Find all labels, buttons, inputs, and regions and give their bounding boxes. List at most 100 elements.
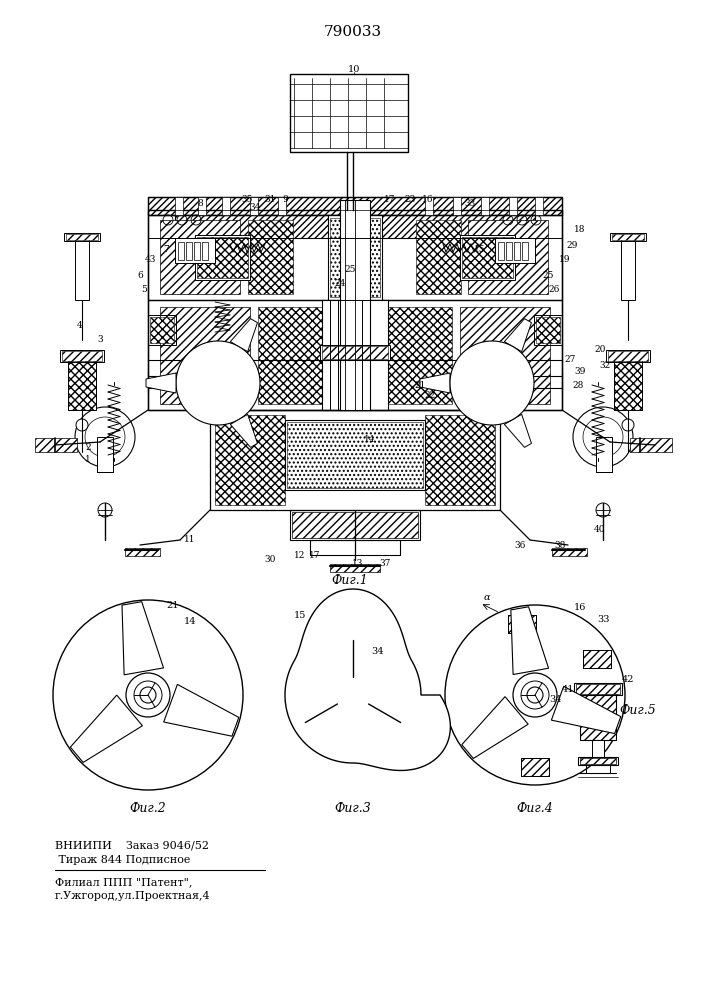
Bar — [592, 740, 604, 760]
Bar — [468, 220, 548, 294]
Bar — [330, 564, 380, 572]
Polygon shape — [70, 695, 143, 762]
Text: 34: 34 — [372, 648, 384, 656]
Bar — [175, 215, 535, 238]
Bar — [148, 197, 562, 215]
Text: ВНИИПИ    Заказ 9046/52: ВНИИПИ Заказ 9046/52 — [55, 840, 209, 850]
Text: 33: 33 — [597, 615, 609, 624]
Bar — [387, 307, 452, 404]
Bar — [453, 197, 461, 215]
Text: Фиг.2: Фиг.2 — [129, 802, 166, 814]
Bar — [148, 197, 562, 215]
Text: 8: 8 — [197, 200, 203, 209]
Text: 31: 31 — [264, 194, 276, 204]
Bar — [508, 615, 537, 633]
Circle shape — [335, 677, 371, 713]
Polygon shape — [285, 589, 450, 770]
Bar — [498, 242, 504, 260]
Text: 9: 9 — [282, 194, 288, 204]
Bar — [612, 234, 644, 240]
Text: 17: 17 — [384, 194, 396, 204]
Bar — [148, 300, 562, 410]
Bar — [425, 197, 433, 215]
Bar — [552, 548, 587, 556]
Text: 15: 15 — [474, 245, 486, 254]
Circle shape — [210, 375, 226, 391]
Text: 43: 43 — [144, 255, 156, 264]
Text: 21: 21 — [414, 380, 426, 389]
Circle shape — [573, 407, 633, 467]
Bar — [148, 315, 176, 345]
Bar — [614, 360, 642, 410]
Bar — [175, 238, 215, 263]
Text: 21: 21 — [167, 600, 180, 609]
Circle shape — [484, 375, 500, 391]
Bar — [175, 215, 535, 238]
Text: Фиг.4: Фиг.4 — [517, 802, 554, 814]
Polygon shape — [230, 319, 257, 352]
Bar — [175, 197, 183, 215]
Bar — [578, 757, 618, 765]
Text: 14: 14 — [364, 436, 375, 444]
Text: 10: 10 — [348, 66, 360, 75]
Text: α: α — [484, 592, 491, 601]
Text: 24: 24 — [334, 278, 346, 288]
Bar — [310, 540, 400, 555]
Polygon shape — [504, 414, 532, 447]
Bar — [583, 650, 612, 668]
Text: 790033: 790033 — [324, 25, 382, 39]
Text: 37: 37 — [380, 558, 391, 568]
Text: 42: 42 — [621, 676, 634, 684]
Text: 18: 18 — [574, 226, 586, 234]
Text: 5: 5 — [141, 286, 147, 294]
Bar — [536, 317, 560, 343]
Text: 16: 16 — [574, 603, 586, 612]
Bar — [250, 197, 258, 215]
Text: 40: 40 — [595, 526, 606, 534]
Text: 25: 25 — [344, 265, 356, 274]
Bar — [194, 242, 200, 260]
Bar — [495, 238, 535, 263]
Text: 39: 39 — [574, 367, 585, 376]
Text: 22: 22 — [424, 390, 436, 399]
Bar — [425, 415, 495, 505]
Text: 32: 32 — [600, 360, 611, 369]
Bar — [576, 684, 620, 694]
Text: 20: 20 — [595, 346, 606, 355]
Circle shape — [199, 711, 209, 721]
Bar — [521, 758, 549, 776]
Text: 25: 25 — [542, 271, 554, 280]
Bar — [610, 233, 646, 241]
Text: 19: 19 — [559, 255, 571, 264]
Bar — [328, 215, 382, 300]
Bar — [580, 690, 616, 740]
Circle shape — [527, 687, 543, 703]
Bar — [60, 350, 104, 362]
Text: 7: 7 — [163, 245, 169, 254]
Polygon shape — [176, 341, 260, 425]
Bar — [521, 758, 549, 776]
Bar — [460, 235, 515, 280]
Text: 11: 11 — [185, 536, 196, 544]
Bar — [535, 197, 543, 215]
Bar — [215, 415, 285, 505]
Bar — [290, 74, 408, 152]
Bar — [580, 690, 616, 740]
Circle shape — [140, 687, 156, 703]
Bar — [148, 197, 562, 215]
Bar — [202, 242, 208, 260]
Polygon shape — [450, 341, 534, 425]
Text: Фиг.1: Фиг.1 — [332, 574, 368, 586]
Bar — [322, 300, 388, 410]
Bar — [35, 438, 77, 452]
Text: 4: 4 — [77, 320, 83, 330]
Text: 16: 16 — [422, 194, 434, 204]
Bar — [606, 350, 650, 362]
Text: 36: 36 — [514, 540, 526, 550]
Bar — [285, 420, 425, 490]
Text: 12: 12 — [294, 550, 305, 560]
Bar — [290, 510, 420, 540]
Bar — [66, 234, 98, 240]
Bar — [160, 220, 240, 294]
Text: Фиг.5: Фиг.5 — [619, 704, 656, 716]
